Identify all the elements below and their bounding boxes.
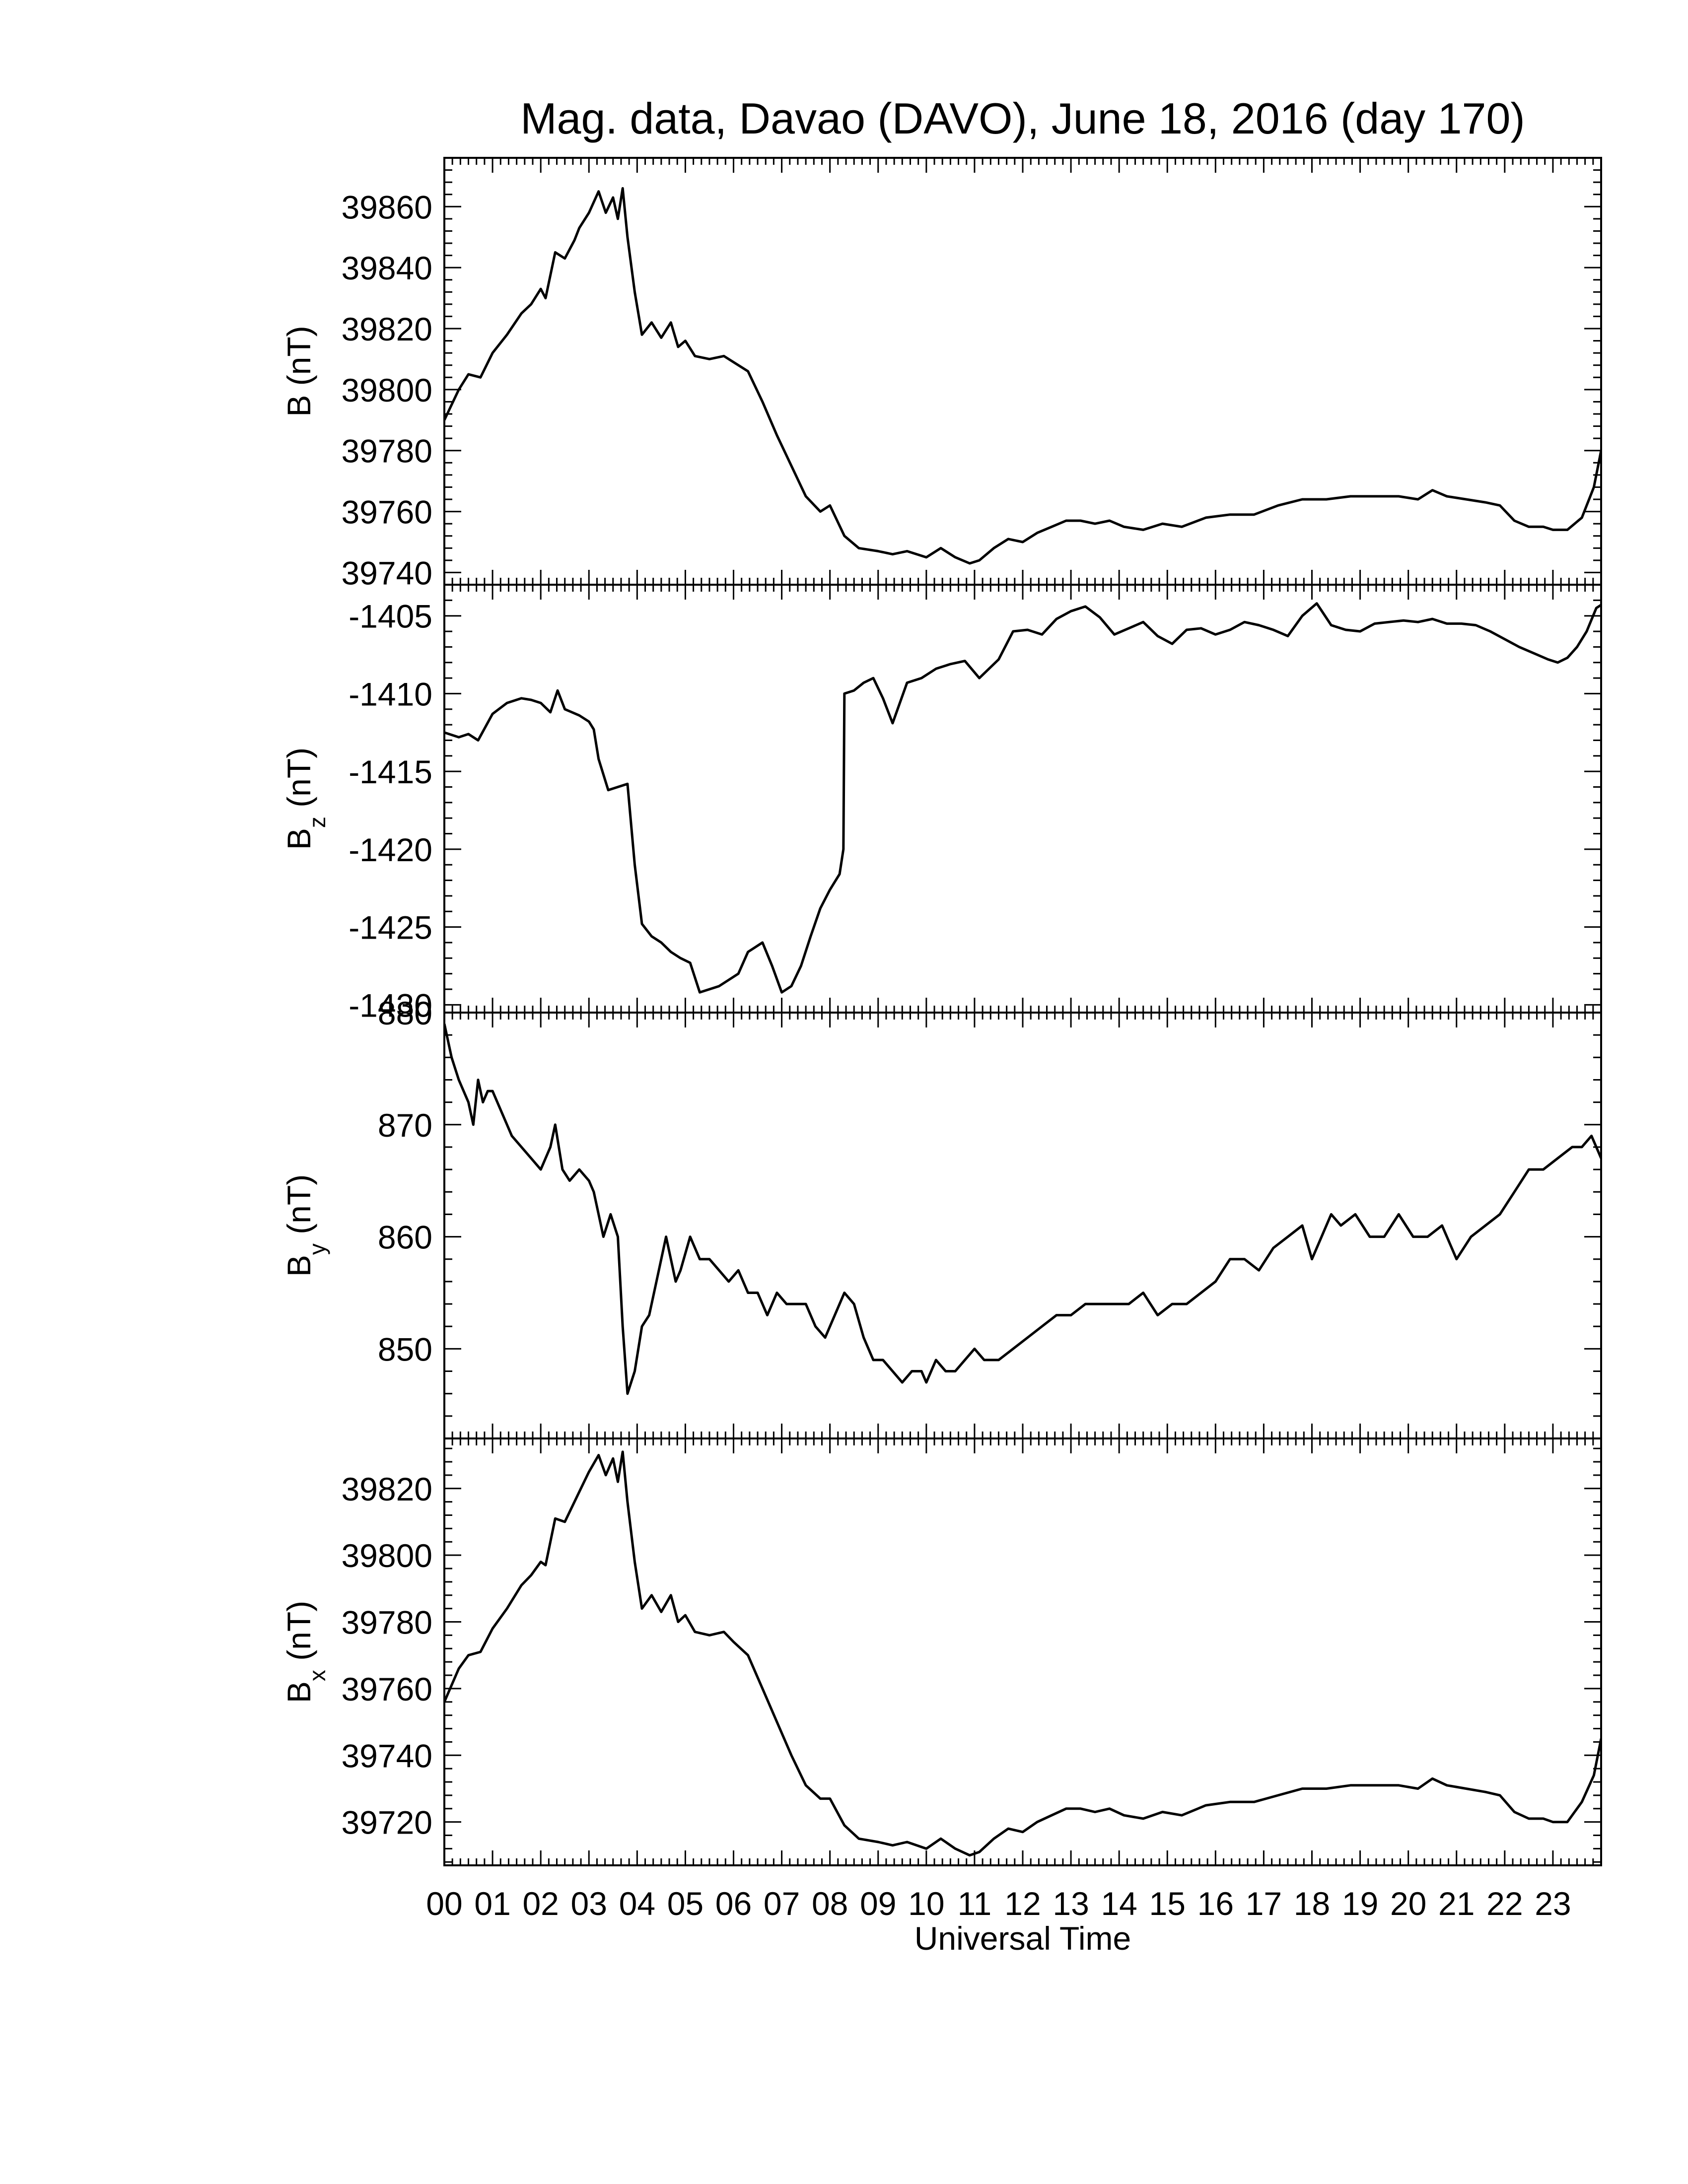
panel-1: 39740 39760 39780 39800 39820 39840 39860 B (nT… <box>281 157 1602 591</box>
x-tick-label: 07 <box>764 1885 800 1922</box>
x-tick-label: 08 <box>812 1885 848 1922</box>
y-axis-label-sub: y <box>304 1243 330 1255</box>
y-tick-label: 39840 <box>341 250 432 286</box>
y-tick-label: 39720 <box>341 1804 432 1841</box>
panel-frame <box>443 584 1602 1014</box>
x-tick-label: 13 <box>1053 1885 1089 1922</box>
y-tick-label: 880 <box>378 995 432 1031</box>
series-line <box>444 187 1601 565</box>
y-tick-label: -1415 <box>349 753 432 790</box>
x-tick-label: 05 <box>667 1885 703 1922</box>
y-axis-label-main: B <box>281 828 317 850</box>
y-tick-label: -1405 <box>349 598 432 635</box>
x-tick-label: 17 <box>1246 1885 1282 1922</box>
y-axis-label: By (nT) <box>281 1174 330 1277</box>
x-tick-label: 14 <box>1101 1885 1137 1922</box>
y-tick-label: 39760 <box>341 494 432 531</box>
y-tick-label: 39860 <box>341 189 432 225</box>
x-tick-label: 09 <box>860 1885 896 1922</box>
x-tick-label: 22 <box>1486 1885 1523 1922</box>
x-tick-label: 03 <box>571 1885 607 1922</box>
x-tick-label: 11 <box>958 1885 992 1922</box>
panel-4: 39720 39740 39760 39780 39800 39820 Bx (nT) <box>281 1437 1602 1866</box>
x-tick-label: 02 <box>522 1885 559 1922</box>
x-tick-label: 18 <box>1294 1885 1330 1922</box>
y-tick-label: 39760 <box>341 1671 432 1707</box>
x-tick-label: 19 <box>1342 1885 1378 1922</box>
y-axis-label-sub: z <box>304 817 330 828</box>
y-tick-label: 39800 <box>341 372 432 409</box>
x-tick-label: 23 <box>1535 1885 1571 1922</box>
x-tick-label: 12 <box>1004 1885 1041 1922</box>
y-tick-label: 39780 <box>341 433 432 470</box>
series-line <box>444 602 1601 994</box>
y-axis-label-unit: (nT) <box>281 326 317 395</box>
panels-group: 39740 39760 39780 39800 39820 39840 39860 B (nT… <box>281 157 1602 1866</box>
y-axis-label-unit: (nT) <box>281 748 317 817</box>
y-axis-label: Bx (nT) <box>281 1601 330 1703</box>
y-axis-label-main: B <box>281 395 317 417</box>
y-axis-label: Bz (nT) <box>281 748 330 850</box>
panel-frame <box>443 1012 1602 1439</box>
x-tick-label: 06 <box>715 1885 752 1922</box>
y-tick-label: -1425 <box>349 909 432 946</box>
x-axis-group: 00 01 02 03 04 05 06 07 08 09 10 11 12 13 14 15 16 17 18 19… <box>426 1885 1571 1957</box>
chart-title: Mag. data, Davao (DAVO), June 18, 2016 (… <box>520 94 1525 143</box>
y-axis-label: B (nT) <box>281 326 317 416</box>
y-tick-label: 860 <box>378 1219 432 1256</box>
x-tick-label: 16 <box>1197 1885 1234 1922</box>
y-axis-label-unit: (nT) <box>281 1174 317 1243</box>
panel-frame <box>443 157 1602 586</box>
panel-3: 850 860 870 880 By (nT) <box>281 995 1602 1439</box>
y-tick-label: -1420 <box>349 831 432 868</box>
y-tick-label: 39740 <box>341 554 432 591</box>
y-axis-label-sub: x <box>304 1670 330 1681</box>
series-line <box>444 1450 1601 1857</box>
y-tick-label: 39740 <box>341 1737 432 1774</box>
x-tick-label: 04 <box>619 1885 655 1922</box>
panel-frame <box>443 1437 1602 1866</box>
y-tick-label: 870 <box>378 1107 432 1144</box>
y-tick-label: 39820 <box>341 1471 432 1507</box>
y-tick-label: -1410 <box>349 676 432 712</box>
x-tick-label: 01 <box>474 1885 510 1922</box>
x-tick-label: 15 <box>1149 1885 1186 1922</box>
x-tick-label: 20 <box>1390 1885 1426 1922</box>
y-tick-label: -1430 <box>349 987 432 1024</box>
x-tick-label: 10 <box>908 1885 944 1922</box>
y-tick-label: 39820 <box>341 311 432 347</box>
series-line <box>444 1024 1601 1395</box>
y-axis-label-main: B <box>281 1681 317 1703</box>
y-tick-label: 39780 <box>341 1604 432 1641</box>
x-axis-label: Universal Time <box>914 1920 1131 1957</box>
x-tick-label: 21 <box>1438 1885 1475 1922</box>
x-tick-label: 00 <box>426 1885 462 1922</box>
y-tick-label: 850 <box>378 1331 432 1367</box>
y-axis-label-main: B <box>281 1255 317 1277</box>
y-tick-label: 39800 <box>341 1537 432 1574</box>
y-axis-label-unit: (nT) <box>281 1601 317 1670</box>
panel-2: -1430 -1425 -1420 -1415 -1410 -1405 Bz (nT) <box>281 584 1602 1024</box>
